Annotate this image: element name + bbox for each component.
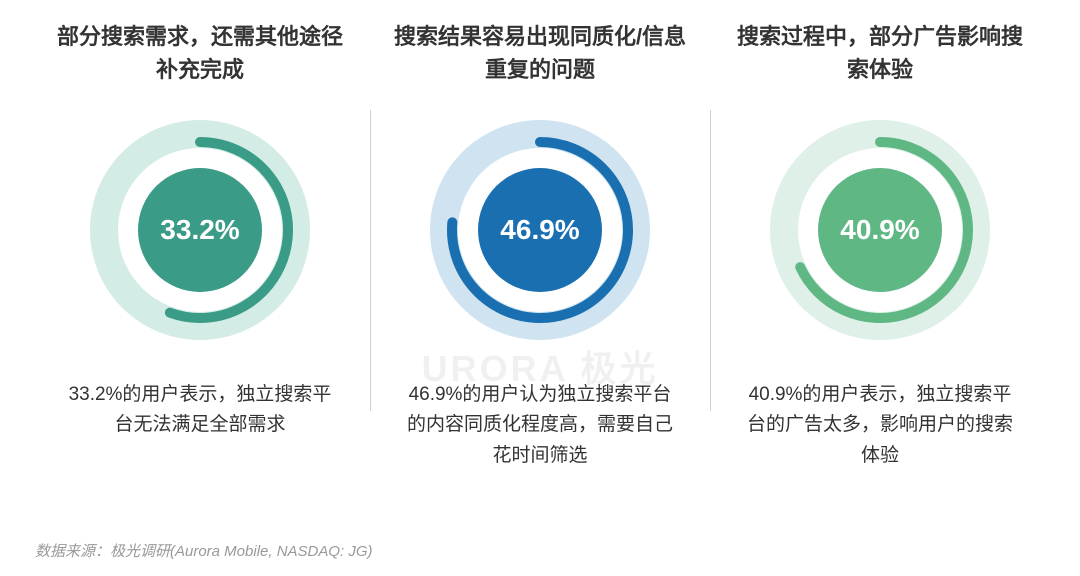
donut-chart-0: 33.2%: [80, 110, 320, 350]
panel-desc-1: 46.9%的用户认为独立搜索平台的内容同质化程度高，需要自己花时间筛选: [390, 380, 690, 471]
panel-0: 部分搜索需求，还需其他途径补充完成 33.2% 33.2%的用户表示，独立搜索平…: [30, 20, 370, 471]
panel-desc-0: 33.2%的用户表示，独立搜索平台无法满足全部需求: [50, 380, 350, 441]
donut-value-label-0: 33.2%: [160, 214, 239, 246]
panel-title-2: 搜索过程中，部分广告影响搜索体验: [730, 20, 1030, 90]
panel-2: 搜索过程中，部分广告影响搜索体验 40.9% 40.9%的用户表示，独立搜索平台…: [710, 20, 1050, 471]
panel-title-0: 部分搜索需求，还需其他途径补充完成: [50, 20, 350, 90]
panel-1: 搜索结果容易出现同质化/信息重复的问题 46.9% 46.9%的用户认为独立搜索…: [370, 20, 710, 471]
donut-value-label-1: 46.9%: [500, 214, 579, 246]
panel-desc-2: 40.9%的用户表示，独立搜索平台的广告太多，影响用户的搜索体验: [730, 380, 1030, 471]
panel-title-1: 搜索结果容易出现同质化/信息重复的问题: [390, 20, 690, 90]
donut-chart-2: 40.9%: [760, 110, 1000, 350]
donut-chart-1: 46.9%: [420, 110, 660, 350]
donut-value-label-2: 40.9%: [840, 214, 919, 246]
data-source-footnote: 数据来源：极光调研(Aurora Mobile, NASDAQ: JG): [35, 540, 373, 561]
panels-row: 部分搜索需求，还需其他途径补充完成 33.2% 33.2%的用户表示，独立搜索平…: [30, 20, 1050, 471]
